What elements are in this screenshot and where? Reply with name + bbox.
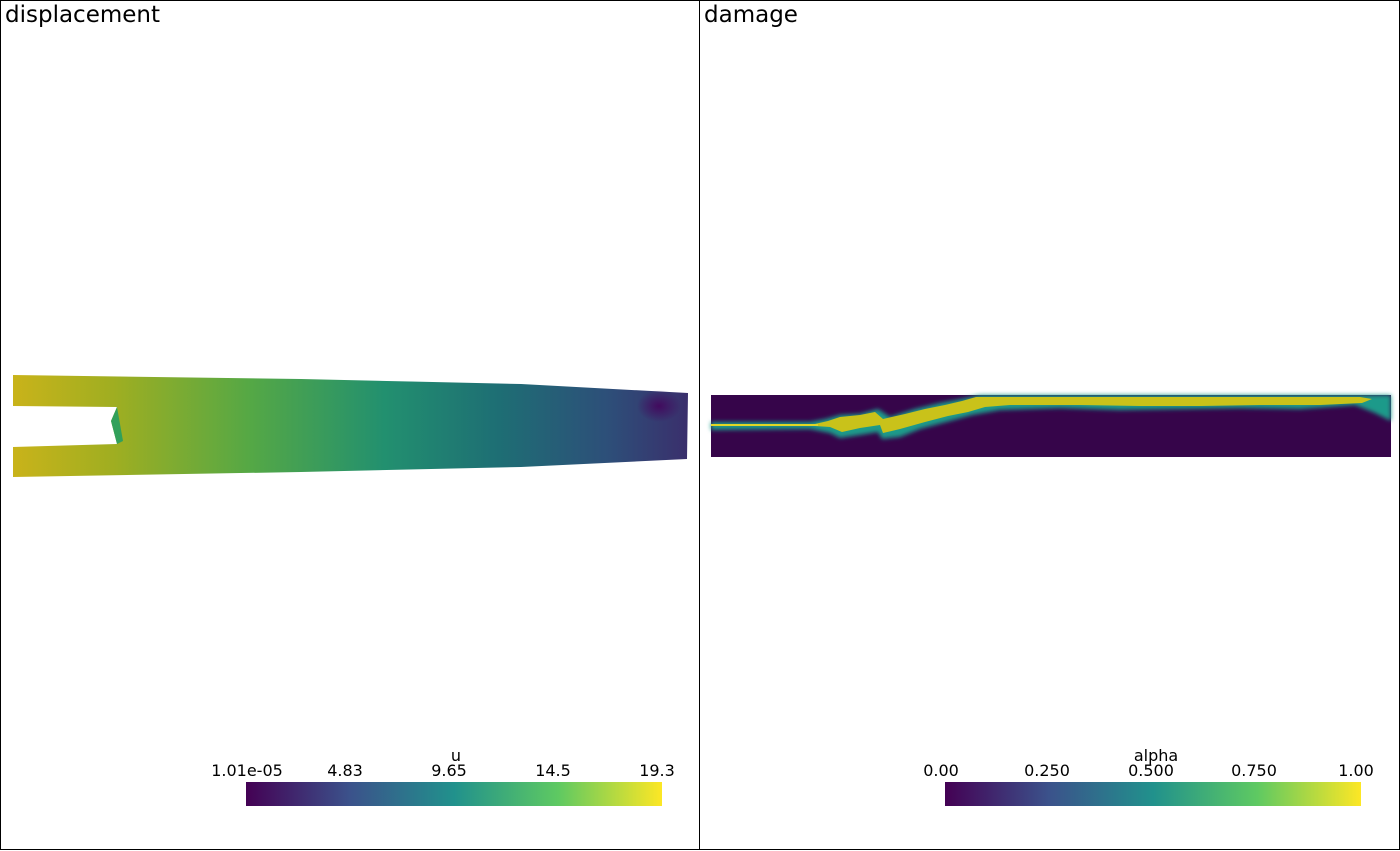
displacement-title: displacement <box>5 2 161 28</box>
colorbar-tick: 9.65 <box>431 761 467 780</box>
colorbar-title: u <box>450 746 462 765</box>
displacement-viewport[interactable]: displacement u 1.01e-05 4.83 9.65 1 <box>0 0 700 850</box>
damage-render <box>711 395 1391 457</box>
colorbar-tick: 0.750 <box>1231 761 1277 780</box>
colorbar-tick: 14.5 <box>535 761 571 780</box>
clamp-region <box>637 390 681 422</box>
colorbar-gradient <box>945 782 1361 806</box>
colorbar-tick: 0.00 <box>923 761 959 780</box>
colorbar-title: alpha <box>1133 746 1179 765</box>
colorbar-tick: 19.3 <box>639 761 675 780</box>
colorbar-tick: 0.500 <box>1128 761 1174 780</box>
displacement-render <box>13 375 688 477</box>
colorbar-tick: 1.01e-05 <box>211 761 283 780</box>
damage-title: damage <box>704 2 798 28</box>
colorbar-tick: 0.250 <box>1024 761 1070 780</box>
notch-face <box>111 407 123 444</box>
damage-transition-zone <box>711 395 1391 439</box>
crack-path <box>711 397 1372 433</box>
damage-viewport[interactable]: damage alpha 0.00 0.250 0.500 0.750 1.00 <box>699 0 1400 850</box>
colorbar-gradient <box>246 782 662 806</box>
colorbar-tick: 4.83 <box>327 761 363 780</box>
colorbar-tick: 1.00 <box>1338 761 1374 780</box>
displaced-beam-shape <box>13 375 688 477</box>
